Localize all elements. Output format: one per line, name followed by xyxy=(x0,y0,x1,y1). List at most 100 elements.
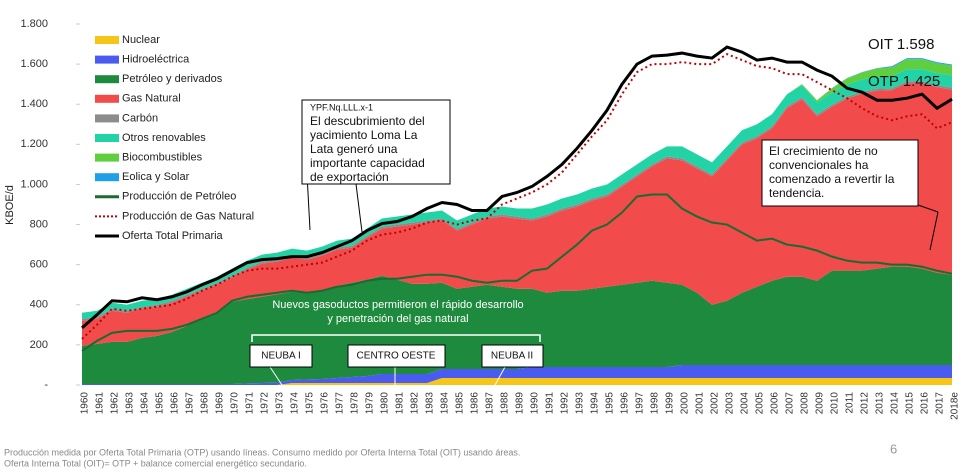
x-tick-label: 1980 xyxy=(380,392,391,415)
callout-line xyxy=(929,211,939,251)
y-tick-label: 1.800 xyxy=(20,18,48,30)
annotation-text: tendencia. xyxy=(769,186,824,200)
x-tick-label: 1978 xyxy=(350,392,361,415)
legend-label: Biocombustibles xyxy=(122,152,203,164)
line xyxy=(81,45,953,329)
x-tick-label: 1996 xyxy=(620,392,631,415)
legend-label: Gas Natural xyxy=(122,93,181,105)
legend-swatch xyxy=(95,134,119,142)
pipeline-box xyxy=(347,344,446,368)
callout-line xyxy=(355,183,363,233)
bracket xyxy=(251,334,541,342)
annotation-text: El descubrimiento del xyxy=(310,114,425,128)
x-tick-label: 2004 xyxy=(740,392,751,415)
pipeline-label: CENTRO OESTE xyxy=(357,351,436,362)
x-tick-label: 1961 xyxy=(95,392,106,415)
y-tick-label: 1.600 xyxy=(20,58,48,70)
x-tick-label: 1988 xyxy=(500,392,511,415)
x-tick-label: 1967 xyxy=(185,392,196,415)
x-tick-label: 2009 xyxy=(815,392,826,415)
x-tick-label: 2003 xyxy=(725,392,736,415)
pipeline-label: NEUBA II xyxy=(491,351,533,362)
area xyxy=(82,364,952,385)
x-tick-label: 2016 xyxy=(920,392,931,415)
y-tick-label: 800 xyxy=(30,218,48,230)
legend-swatch xyxy=(95,36,119,44)
x-tick-label: 1987 xyxy=(485,392,496,415)
x-tick-label: 1982 xyxy=(410,392,421,415)
pipeline-box xyxy=(249,344,313,368)
x-tick-label: 1979 xyxy=(365,392,376,415)
x-tick-label: 1963 xyxy=(125,392,136,415)
annotation-text: Lata generó una xyxy=(310,142,398,156)
line xyxy=(81,52,953,340)
footnote: Oferta Interna Total (OIT)= OTP + balanc… xyxy=(4,458,307,468)
legend-label: Producción de Gas Natural xyxy=(122,210,254,222)
annotation-text: convencionales ha xyxy=(769,158,869,172)
legend-label: Otros renovables xyxy=(122,132,206,144)
oit-label: OIT 1.598 xyxy=(868,36,934,53)
x-tick-label: 2014 xyxy=(890,392,901,415)
x-tick-label: 1972 xyxy=(260,392,271,415)
page-number: 6 xyxy=(890,441,897,456)
legend-swatch xyxy=(95,114,119,123)
x-tick-label: 2002 xyxy=(710,392,721,415)
pipeline-label: NEUBA I xyxy=(261,351,300,362)
x-tick-label: 1960 xyxy=(80,392,91,415)
y-axis-label: KBOE/d xyxy=(4,185,16,225)
legend-label: Nuclear xyxy=(122,34,160,46)
x-tick-label: 2018e xyxy=(950,392,961,420)
y-tick-label: 1.400 xyxy=(20,98,48,110)
x-tick-label: 1992 xyxy=(560,392,571,415)
annotation-text: Nuevos gasoductos permitieron el rápido … xyxy=(272,299,523,311)
x-tick-label: 1995 xyxy=(605,392,616,415)
legend-swatch xyxy=(95,55,119,64)
annotation-code: YPF.Nq.LLL.x-1 xyxy=(310,102,373,112)
legend-swatch xyxy=(95,75,119,84)
annotation-box xyxy=(301,99,451,185)
x-tick-label: 2011 xyxy=(845,392,856,414)
x-tick-label: 1991 xyxy=(545,392,556,415)
legend-swatch xyxy=(95,153,119,162)
y-tick-label: - xyxy=(44,379,48,391)
legend-label: Producción de Petróleo xyxy=(122,191,236,203)
x-tick-label: 1964 xyxy=(140,392,151,415)
legend-swatch xyxy=(95,94,119,103)
callout-line xyxy=(917,204,939,213)
pointer xyxy=(494,366,506,386)
annotation-text: de exportación xyxy=(310,170,389,184)
y-tick-label: 1.000 xyxy=(20,178,48,190)
area xyxy=(82,83,952,346)
x-tick-label: 1966 xyxy=(170,392,181,415)
overlay: KBOE/d Nuclear Hidroeléctrica Petróleo y d… xyxy=(4,30,940,468)
annotation-text: comenzado a revertir la xyxy=(769,172,895,186)
x-tick-label: 1999 xyxy=(665,392,676,415)
x-tick-label: 1968 xyxy=(200,392,211,415)
x-tick-label: 2005 xyxy=(755,392,766,415)
x-tick-label: 1993 xyxy=(575,392,586,415)
x-tick-label: 1986 xyxy=(470,392,481,415)
area xyxy=(82,377,952,385)
x-tick-label: 2008 xyxy=(800,392,811,415)
x-tick-label: 2015 xyxy=(905,392,916,415)
pointer xyxy=(269,366,283,386)
x-tick-label: 1985 xyxy=(455,392,466,415)
legend-label: Carbón xyxy=(122,112,158,124)
x-tick-label: 2013 xyxy=(875,392,886,415)
y-tick-label: 600 xyxy=(30,259,48,271)
legend-swatch xyxy=(95,173,119,182)
legend-label: Hidroeléctrica xyxy=(122,54,190,66)
x-tick-label: 2001 xyxy=(695,392,706,415)
x-tick-label: 1970 xyxy=(230,392,241,415)
legend: Nuclear Hidroeléctrica Petróleo y derivado… xyxy=(95,34,254,242)
legend-label: Eolica y Solar xyxy=(122,171,190,183)
otp-label: OTP 1.425 xyxy=(868,73,940,90)
annotation-text: importante capacidad xyxy=(310,156,425,170)
x-tick-label: 2010 xyxy=(830,392,841,415)
annotation-text: yacimiento Loma La xyxy=(310,128,418,142)
x-tick-label: 1976 xyxy=(320,392,331,415)
x-tick-label: 1975 xyxy=(305,392,316,415)
x-tick-label: 1983 xyxy=(425,392,436,415)
x-tick-label: 1962 xyxy=(110,392,121,415)
